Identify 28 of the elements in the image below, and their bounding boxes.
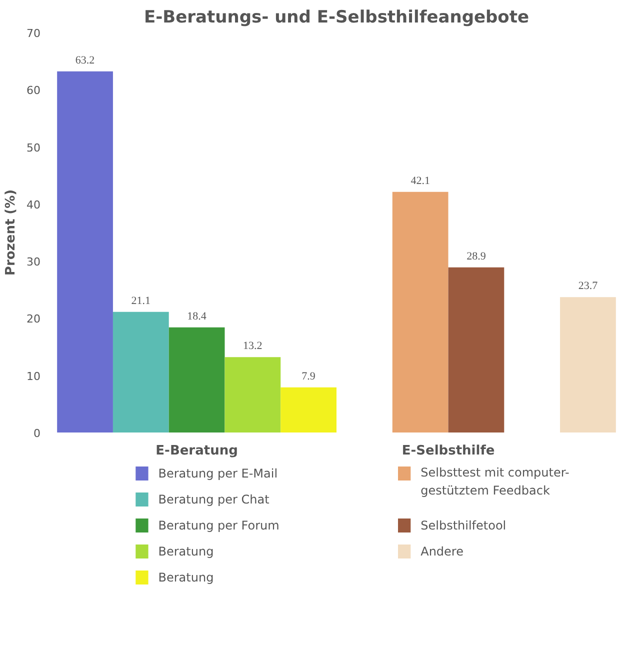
y-tick-label: 10 [26,370,41,383]
y-axis-title: Prozent (%) [4,189,19,276]
data-label: 23.7 [578,280,598,292]
data-label: 7.9 [302,370,316,382]
data-label: 13.2 [243,340,262,352]
y-tick-label: 40 [26,198,41,212]
data-label: 42.1 [410,174,430,187]
legend-label: Andere [420,544,464,558]
y-tick-label: 50 [26,141,41,154]
data-label: 21.1 [131,294,151,307]
legend-label: Beratung [158,570,214,584]
y-tick-label: 70 [26,27,41,40]
x-tick-label: E-Beratung [156,444,238,458]
legend-label: Beratung per Forum [158,518,280,532]
y-tick-label: 30 [26,256,41,269]
y-tick-label: 0 [34,427,40,440]
legend-label: Selbsttest mit computer-gestütztem Feedback [420,466,570,498]
data-label: 18.4 [187,310,207,322]
legend-label: Beratung per E-Mail [158,466,278,480]
x-tick-label: E-Selbsthilfe [402,444,495,458]
y-tick-label: 20 [26,312,41,326]
data-label: 63.2 [75,54,95,66]
y-tick-label: 60 [26,84,41,98]
legend-label: Beratung [158,544,214,558]
chart-title: E-Beratungs- und E-Selbsthilfeangebote [144,8,530,28]
legend-label: Selbsthilfetool [420,518,506,532]
legend-label: Beratung per Chat [158,492,270,506]
data-label: 28.9 [466,250,486,262]
